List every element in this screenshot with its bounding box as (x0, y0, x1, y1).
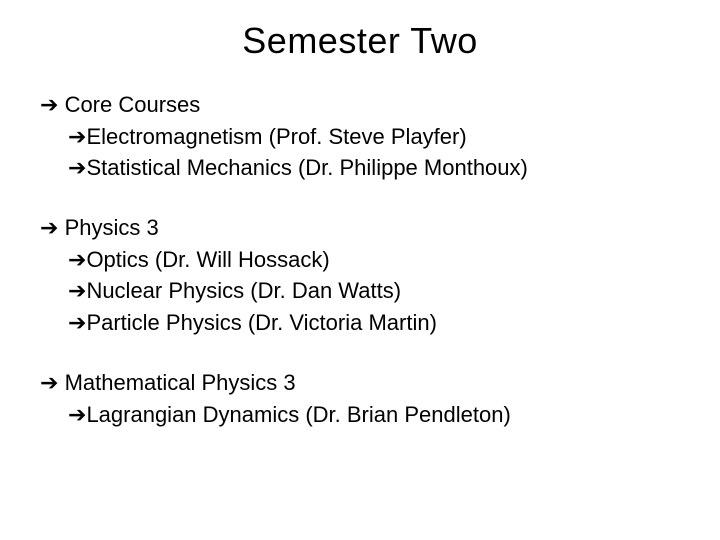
slide: Semester Two ➔ Core Courses ➔Electromagn… (0, 0, 720, 540)
spacer (40, 185, 720, 213)
slide-content: ➔ Core Courses ➔Electromagnetism (Prof. … (0, 90, 720, 429)
section-heading: ➔ Core Courses (40, 90, 720, 120)
section-item-text: Particle Physics (Dr. Victoria Martin) (86, 310, 436, 335)
section-item-text: Optics (Dr. Will Hossack) (86, 247, 329, 272)
section-heading-text: Physics 3 (65, 215, 159, 240)
bullet-icon: ➔ (40, 90, 58, 120)
bullet-icon: ➔ (68, 245, 86, 275)
bullet-icon: ➔ (68, 308, 86, 338)
spacer (40, 340, 720, 368)
section-item: ➔Nuclear Physics (Dr. Dan Watts) (40, 276, 720, 306)
bullet-icon: ➔ (68, 276, 86, 306)
bullet-icon: ➔ (68, 122, 86, 152)
bullet-icon: ➔ (68, 153, 86, 183)
section-item-text: Statistical Mechanics (Dr. Philippe Mont… (86, 155, 527, 180)
section-item: ➔Particle Physics (Dr. Victoria Martin) (40, 308, 720, 338)
section-heading-text: Core Courses (65, 92, 201, 117)
section-heading-text: Mathematical Physics 3 (65, 370, 296, 395)
section-item: ➔Optics (Dr. Will Hossack) (40, 245, 720, 275)
section-item: ➔Lagrangian Dynamics (Dr. Brian Pendleto… (40, 400, 720, 430)
slide-title: Semester Two (0, 20, 720, 62)
section-item-text: Electromagnetism (Prof. Steve Playfer) (86, 124, 466, 149)
section-item-text: Nuclear Physics (Dr. Dan Watts) (86, 278, 401, 303)
section-item: ➔Statistical Mechanics (Dr. Philippe Mon… (40, 153, 720, 183)
section-heading: ➔ Mathematical Physics 3 (40, 368, 720, 398)
bullet-icon: ➔ (40, 213, 58, 243)
bullet-icon: ➔ (68, 400, 86, 430)
bullet-icon: ➔ (40, 368, 58, 398)
section-heading: ➔ Physics 3 (40, 213, 720, 243)
section-item: ➔Electromagnetism (Prof. Steve Playfer) (40, 122, 720, 152)
section-item-text: Lagrangian Dynamics (Dr. Brian Pendleton… (86, 402, 510, 427)
